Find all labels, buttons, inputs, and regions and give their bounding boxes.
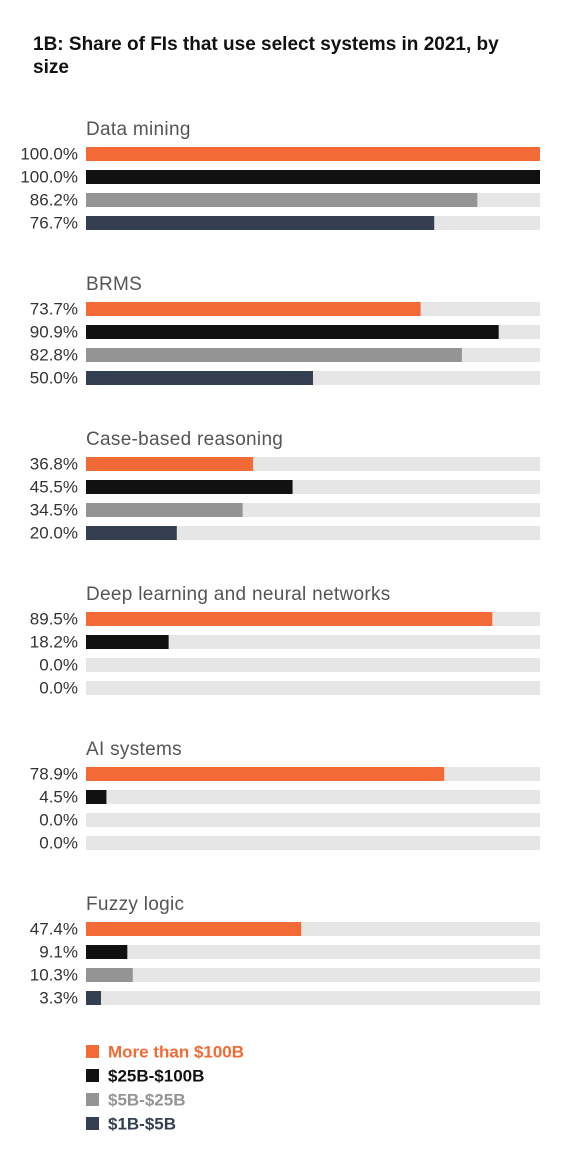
bar: [86, 922, 302, 936]
value-label: 0.0%: [39, 655, 78, 674]
bar: [86, 325, 499, 339]
value-label: 36.8%: [30, 454, 78, 473]
category-label: Fuzzy logic: [86, 894, 184, 915]
value-label: 3.3%: [39, 988, 78, 1007]
value-label: 0.0%: [39, 678, 78, 697]
bar-track: [86, 968, 540, 982]
bar: [86, 612, 493, 626]
value-label: 45.5%: [30, 477, 78, 496]
bar: [86, 945, 128, 959]
value-label: 76.7%: [30, 213, 78, 232]
legend-swatch: [86, 1069, 99, 1082]
category-label: BRMS: [86, 274, 142, 295]
bar-track: [86, 813, 540, 827]
bar-track: [86, 945, 540, 959]
bar-track: [86, 790, 540, 804]
bar: [86, 526, 177, 540]
bar: [86, 790, 107, 804]
category-label: Data mining: [86, 119, 191, 140]
value-label: 4.5%: [39, 787, 78, 806]
legend-label: $5B-$25B: [108, 1090, 186, 1109]
bar: [86, 348, 462, 362]
value-label: 10.3%: [30, 965, 78, 984]
value-label: 20.0%: [30, 523, 78, 542]
value-label: 73.7%: [30, 299, 78, 318]
value-label: 89.5%: [30, 609, 78, 628]
bar-track: [86, 681, 540, 695]
bar: [86, 302, 421, 316]
value-label: 82.8%: [30, 345, 78, 364]
legend-swatch: [86, 1045, 99, 1058]
bar-track: [86, 635, 540, 649]
legend-swatch: [86, 1093, 99, 1106]
bar: [86, 193, 478, 207]
legend-label: $1B-$5B: [108, 1114, 176, 1133]
value-label: 86.2%: [30, 190, 78, 209]
category-label: AI systems: [86, 739, 182, 760]
value-label: 78.9%: [30, 764, 78, 783]
legend-swatch: [86, 1117, 99, 1130]
value-label: 100.0%: [20, 144, 78, 163]
value-label: 18.2%: [30, 632, 78, 651]
bar: [86, 968, 133, 982]
bar: [86, 480, 293, 494]
value-label: 0.0%: [39, 810, 78, 829]
bar: [86, 371, 313, 385]
bar: [86, 767, 445, 781]
value-label: 50.0%: [30, 368, 78, 387]
bar: [86, 170, 540, 184]
bar: [86, 216, 435, 230]
legend-label: $25B-$100B: [108, 1066, 204, 1085]
value-label: 9.1%: [39, 942, 78, 961]
legend-label: More than $100B: [108, 1042, 244, 1061]
value-label: 47.4%: [30, 919, 78, 938]
chart-title: 1B: Share of FIs that use select systems…: [33, 34, 499, 78]
bar: [86, 147, 540, 161]
value-label: 34.5%: [30, 500, 78, 519]
bar-track: [86, 658, 540, 672]
category-label: Deep learning and neural networks: [86, 584, 391, 605]
value-label: 0.0%: [39, 833, 78, 852]
bar-track: [86, 526, 540, 540]
bar: [86, 635, 169, 649]
bar: [86, 503, 243, 517]
value-label: 100.0%: [20, 167, 78, 186]
category-label: Case-based reasoning: [86, 429, 283, 450]
value-label: 90.9%: [30, 322, 78, 341]
bar: [86, 457, 254, 471]
bar: [86, 991, 101, 1005]
bar-track: [86, 991, 540, 1005]
bar-track: [86, 836, 540, 850]
